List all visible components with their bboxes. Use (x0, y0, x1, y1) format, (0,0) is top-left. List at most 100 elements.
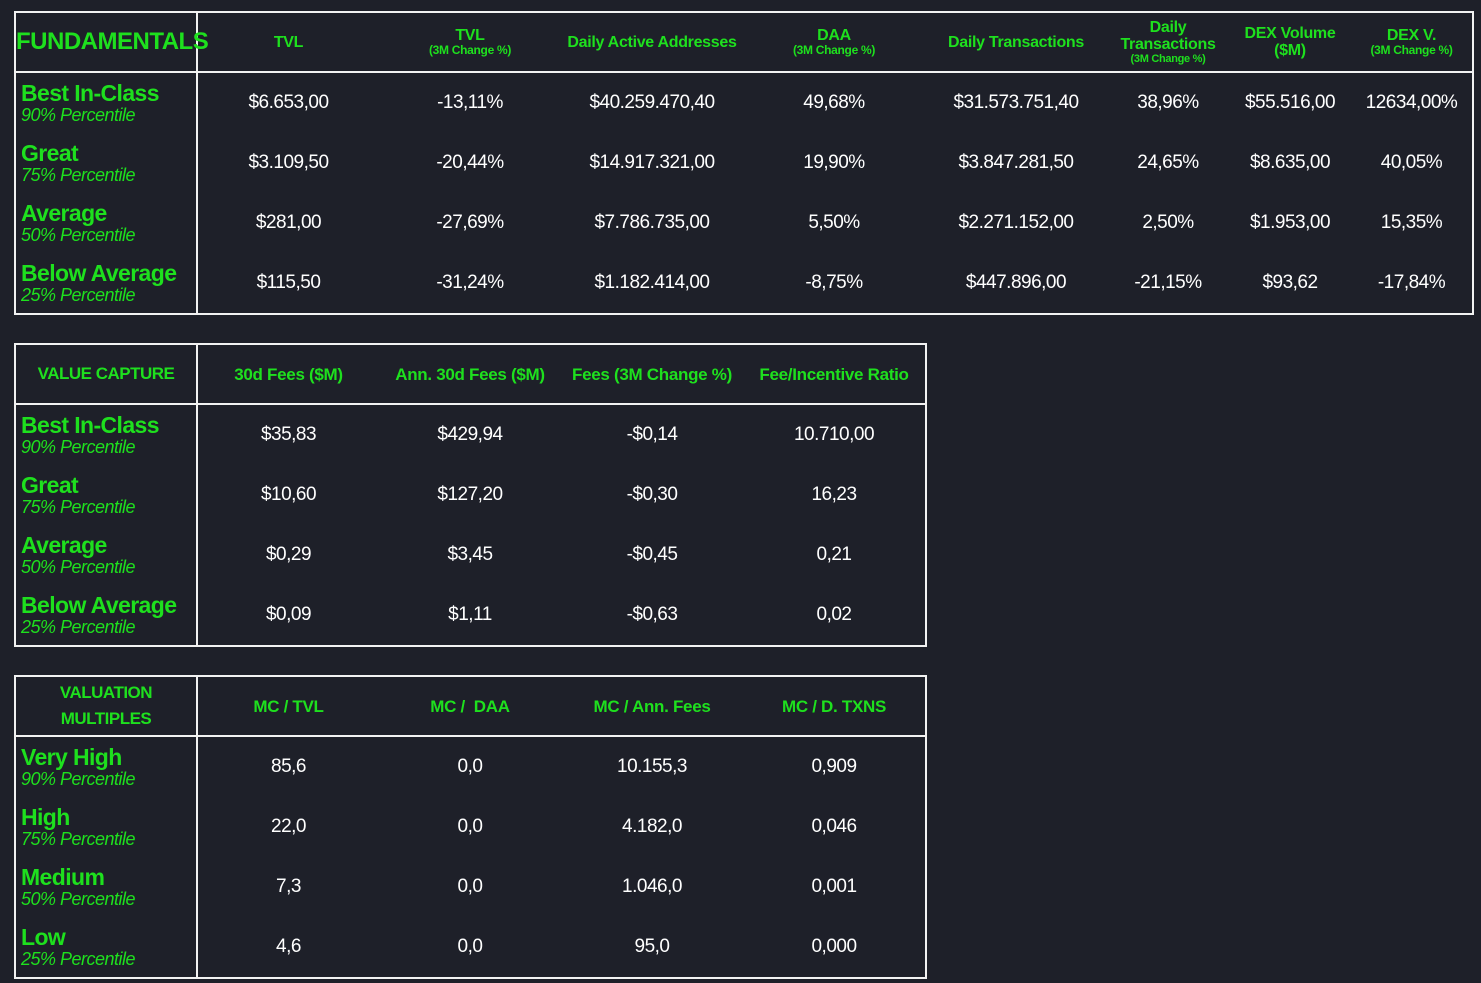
row-label: Best In-Class (21, 412, 160, 438)
table-row: Low 25% Percentile 4,6 0,0 95,0 0,000 (15, 917, 926, 978)
row-header: Medium 50% Percentile (15, 857, 198, 917)
value-capture-table: VALUE CAPTURE 30d Fees ($M) Ann. 30d Fee… (14, 343, 927, 647)
table-cell: $3.109,50 (248, 152, 329, 173)
table-cell: 0,21 (816, 544, 852, 565)
table-cell: 22,0 (271, 816, 306, 837)
column-sublabel: (3M Change %) (1130, 53, 1206, 65)
row-label: Average (21, 200, 107, 226)
column-header: DEX Volume ($M) (1229, 12, 1351, 73)
table-cell: 49,68% (803, 92, 865, 113)
column-header: 30d Fees ($M) (197, 344, 379, 405)
table-cell: 19,90% (803, 152, 865, 173)
row-label: Average (21, 532, 107, 558)
table-cell: 10.155,3 (617, 756, 687, 777)
table-cell: -$0,30 (626, 484, 678, 505)
row-percentile: 75% Percentile (21, 165, 136, 185)
table-cell: $0,29 (265, 544, 312, 565)
row-label: Great (21, 472, 79, 498)
row-label: Medium (21, 864, 105, 890)
row-percentile: 50% Percentile (21, 225, 136, 245)
table-cell: 0,0 (457, 876, 483, 897)
table-cell: $6.653,00 (248, 92, 329, 113)
column-label: Daily Transactions (1120, 19, 1216, 53)
column-header: MC / Ann. Fees (561, 676, 743, 737)
header-row: FUNDAMENTALS TVL TVL (3M Change %) Daily … (15, 12, 1473, 73)
table-row: Great 75% Percentile $3.109,50 -20,44% $1… (15, 133, 1473, 193)
column-label: DAA (817, 27, 851, 44)
table-cell: 5,50% (808, 212, 860, 233)
table-cell: $10,60 (260, 484, 317, 505)
column-sublabel: (3M Change %) (428, 43, 512, 57)
column-header: MC / TVL (197, 676, 379, 737)
table-cell: $2.271.152,00 (958, 212, 1074, 233)
row-header: High 75% Percentile (15, 797, 198, 857)
row-percentile: 90% Percentile (21, 769, 136, 789)
table-cell: $429,94 (437, 424, 503, 445)
row-percentile: 25% Percentile (21, 285, 136, 305)
column-label: Daily Transactions (948, 33, 1084, 51)
row-header: Best In-Class 90% Percentile (15, 72, 198, 133)
row-percentile: 50% Percentile (21, 557, 136, 577)
table-row: High 75% Percentile 22,0 0,0 4.182,0 0,04… (15, 797, 926, 857)
row-percentile: 25% Percentile (21, 949, 136, 969)
table-cell: 95,0 (634, 936, 670, 957)
table-cell: 0,001 (811, 876, 857, 897)
table-cell: 0,0 (457, 936, 483, 957)
table-cell: 12634,00% (1365, 92, 1458, 113)
column-header: Fees (3M Change %) (561, 344, 743, 405)
table-title: VALUATION MULTIPLES (15, 676, 198, 737)
table-row: Best In-Class 90% Percentile $35,83 $429,… (15, 404, 926, 465)
table-cell: $8.635,00 (1249, 152, 1331, 173)
table-cell: -17,84% (1377, 272, 1446, 293)
row-label: Below Average (21, 592, 177, 618)
column-sublabel: (3M Change %) (1370, 43, 1453, 57)
row-header: Average 50% Percentile (15, 193, 198, 253)
table-cell: 16,23 (811, 484, 857, 505)
table-row: Great 75% Percentile $10,60 $127,20 -$0,3… (15, 465, 926, 525)
row-header: Average 50% Percentile (15, 525, 198, 585)
table-cell: 85,6 (271, 756, 306, 777)
table-cell: $3.847.281,50 (958, 152, 1074, 173)
table-cell: 24,65% (1137, 152, 1199, 173)
table-row: Below Average 25% Percentile $115,50 -31,… (15, 253, 1473, 314)
column-header: MC / DAA (379, 676, 561, 737)
row-percentile: 25% Percentile (21, 617, 136, 637)
valuation-multiples-table: VALUATION MULTIPLES MC / TVL MC / DAA MC… (14, 675, 927, 979)
table-cell: 38,96% (1137, 92, 1199, 113)
row-percentile: 75% Percentile (21, 497, 136, 517)
table-cell: $3,45 (447, 544, 493, 565)
column-label: TVL (455, 27, 485, 44)
table-cell: $55.516,00 (1244, 92, 1336, 113)
table-cell: -13,11% (437, 92, 503, 113)
column-label: Daily Active Addresses (567, 33, 737, 51)
column-sublabel: (3M Change %) (792, 43, 876, 57)
row-header: Best In-Class 90% Percentile (15, 404, 198, 465)
table-cell: $447.896,00 (965, 272, 1067, 293)
table-cell: 4.182,0 (622, 816, 682, 837)
table-cell: $0,09 (265, 604, 312, 625)
row-percentile: 50% Percentile (21, 889, 136, 909)
row-header: Below Average 25% Percentile (15, 253, 198, 314)
table-row: Very High 90% Percentile 85,6 0,0 10.155,… (15, 736, 926, 797)
table-cell: 40,05% (1380, 152, 1443, 173)
table-cell: -27,69% (436, 212, 504, 233)
table-cell: $35,83 (260, 424, 317, 445)
header-row: VALUATION MULTIPLES MC / TVL MC / DAA MC… (15, 676, 926, 737)
column-header: Fee/Incentive Ratio (743, 344, 926, 405)
column-label: DEX V. (1386, 27, 1437, 44)
table-cell: -21,15% (1134, 272, 1202, 293)
table-cell: -20,44% (436, 152, 504, 173)
row-header: Low 25% Percentile (15, 917, 198, 978)
table-cell: $7.786.735,00 (594, 212, 710, 233)
table-cell: $115,50 (256, 272, 321, 293)
table-cell: $40.259.470,40 (589, 92, 715, 113)
table-cell: 0,0 (457, 756, 483, 777)
column-header: DEX V. (3M Change %) (1351, 12, 1473, 73)
table-row: Average 50% Percentile $0,29 $3,45 -$0,45… (15, 525, 926, 585)
table-cell: $31.573.751,40 (953, 92, 1079, 113)
row-label: Below Average (21, 260, 177, 286)
row-percentile: 90% Percentile (21, 105, 136, 125)
table-cell: 1.046,0 (622, 876, 682, 897)
table-row: Medium 50% Percentile 7,3 0,0 1.046,0 0,0… (15, 857, 926, 917)
row-header: Below Average 25% Percentile (15, 585, 198, 646)
